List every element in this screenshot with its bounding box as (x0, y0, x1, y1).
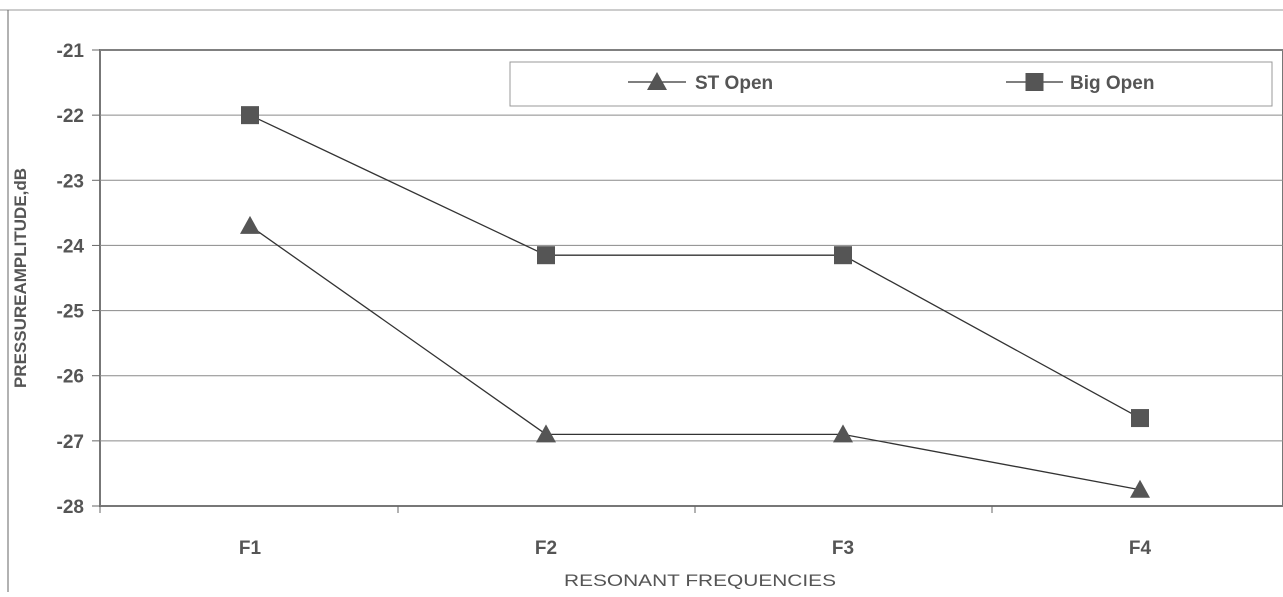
x-axis-label: RESONANT FREQUENCIES (564, 571, 836, 590)
legend-label: ST Open (695, 73, 773, 94)
gridlines (100, 49, 1283, 442)
data-point-square (1131, 409, 1149, 428)
y-axis-label: PRESSUREAMPLITUDE,dB (11, 168, 30, 388)
data-point-triangle (833, 424, 853, 443)
legend: ST Open Big Open (509, 61, 1273, 107)
x-tick-label: F2 (535, 538, 557, 559)
y-tick-labels: -21 -22 -23 -24 -25 -26 -27 -28 (57, 41, 100, 518)
data-point-square (537, 246, 555, 265)
x-tick-label: F3 (832, 538, 854, 559)
y-tick-label: -21 (57, 41, 85, 62)
data-point-triangle (647, 72, 667, 90)
x-tick-label: F4 (1129, 538, 1152, 559)
y-tick-label: -28 (57, 497, 84, 518)
x-tick-labels: F1 F2 F3 F4 (99, 506, 1152, 559)
series-line (249, 225, 1141, 491)
data-point-square (834, 246, 852, 265)
x-tick-label: F1 (239, 538, 262, 559)
y-tick-label: -24 (57, 236, 85, 257)
series-line (249, 114, 1141, 419)
series-group (240, 106, 1150, 498)
y-tick-label: -25 (57, 302, 85, 323)
data-point-square (241, 106, 259, 125)
y-tick-label: -26 (57, 367, 84, 388)
data-point-triangle (240, 215, 260, 234)
data-point-triangle (1130, 479, 1150, 498)
y-tick-label: -22 (57, 106, 84, 127)
plot-area (99, 49, 1283, 507)
legend-box (509, 61, 1273, 107)
y-tick-label: -27 (57, 432, 84, 453)
data-point-square (1025, 73, 1044, 91)
legend-label: Big Open (1070, 73, 1154, 94)
data-point-triangle (536, 424, 556, 443)
y-tick-label: -23 (57, 171, 84, 192)
